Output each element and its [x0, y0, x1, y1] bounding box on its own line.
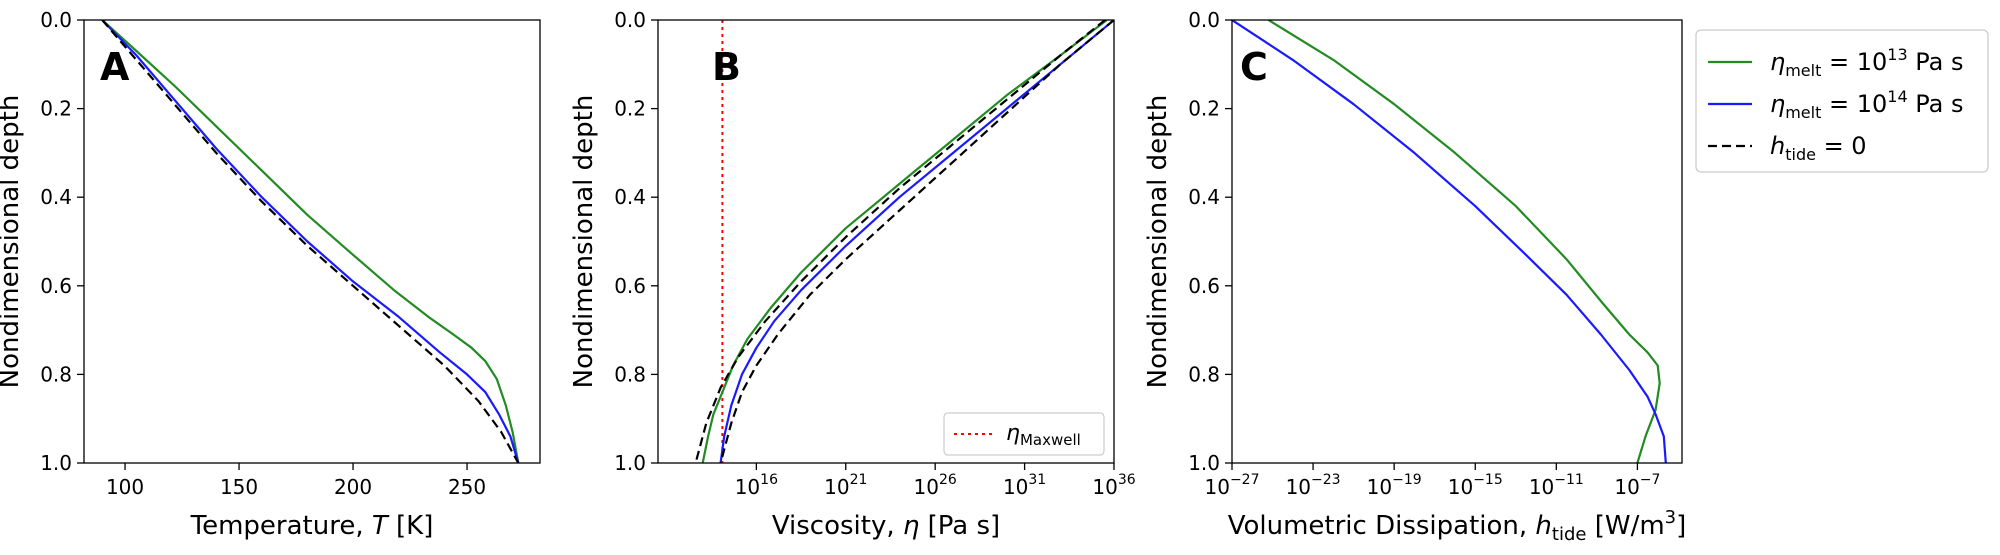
y-tick-label: 0.2	[614, 97, 646, 121]
y-tick-label: 0.4	[614, 185, 646, 209]
x-tick-label: 150	[220, 475, 258, 499]
y-tick-label: 1.0	[40, 451, 72, 475]
y-tick-label: 0.4	[40, 185, 72, 209]
panel-letter: A	[100, 45, 130, 89]
axes-frame	[657, 19, 1115, 464]
x-tick-label: 100	[106, 475, 144, 499]
inner-legend-label: ηMaxwell	[1006, 421, 1081, 449]
legend-entry-label: htide = 0	[1770, 132, 1867, 164]
y-tick-label: 0.8	[40, 362, 72, 386]
x-tick-label: 1016	[735, 472, 778, 499]
x-tick-label: 1021	[824, 472, 867, 499]
legend-entry-label: ηmelt = 1014 Pa s	[1770, 87, 1964, 122]
panel-b: 1016 1021 1026 1031 1036 0.0 0.2 0.4 0.6 0.8 1.0 Vi…	[569, 8, 1136, 541]
series-line-b-1	[719, 20, 1114, 463]
y-tick-label: 0.0	[40, 8, 72, 32]
y-tick-label: 1.0	[1188, 451, 1220, 475]
panel-letter: B	[712, 45, 741, 89]
panel-letter: C	[1240, 45, 1268, 89]
y-axis-label: Nondimensional depth	[0, 95, 25, 389]
y-tick-label: 0.6	[40, 274, 72, 298]
x-tick-label: 10−11	[1529, 472, 1584, 499]
series-line-c-1	[1232, 20, 1667, 463]
axes-frame	[1231, 19, 1683, 464]
legend-entry-label: ηmelt = 1013 Pa s	[1770, 45, 1964, 80]
series-line-a-2	[101, 20, 520, 463]
plot-area	[694, 20, 1114, 463]
y-tick-label: 0.4	[1188, 185, 1220, 209]
x-axis-label: Temperature, T [K]	[190, 511, 434, 541]
y-tick-label: 0.6	[614, 274, 646, 298]
x-axis-label: Volumetric Dissipation, htide [W/m3]	[1228, 507, 1687, 545]
series-line-b-2	[694, 20, 1106, 463]
legend-box	[1695, 29, 1989, 173]
x-tick-label: 1031	[1003, 472, 1046, 499]
inner-legend-box	[943, 412, 1105, 456]
y-tick-label: 0.8	[614, 362, 646, 386]
series-line-c-0	[1267, 20, 1661, 463]
x-tick-label: 10−27	[1205, 472, 1260, 499]
plot-area	[1232, 20, 1667, 463]
y-tick-label: 0.2	[40, 97, 72, 121]
y-tick-label: 0.2	[1188, 97, 1220, 121]
legend: ηmelt = 1013 Pa s ηmelt = 1014 Pa s htide …	[1695, 29, 1989, 173]
plot-area	[101, 20, 520, 463]
y-tick-label: 1.0	[614, 451, 646, 475]
x-tick-label: 200	[334, 475, 372, 499]
x-tick-label: 1026	[914, 472, 957, 499]
x-tick-label: 1036	[1092, 472, 1135, 499]
y-tick-label: 0.8	[1188, 362, 1220, 386]
series-line-b-3	[719, 20, 1114, 463]
x-tick-label: 10−7	[1614, 472, 1660, 499]
x-tick-label: 10−23	[1286, 472, 1341, 499]
y-axis-label: Nondimensional depth	[569, 95, 599, 389]
y-axis-label: Nondimensional depth	[1143, 95, 1173, 389]
panel-a: 100 150 200 250 0.0 0.2 0.4 0.6 0.8 1.0 Temperatur…	[0, 8, 541, 541]
series-line-b-0	[701, 20, 1108, 463]
x-tick-label: 250	[448, 475, 486, 499]
x-axis-label: Viscosity, η [Pa s]	[772, 511, 1000, 541]
panel-c: 10−27 10−23 10−19 10−15 10−11 10−7 0.0 0.2 0.4 0.…	[1143, 8, 1686, 545]
series-line-a-0	[101, 20, 520, 463]
y-tick-label: 0.6	[1188, 274, 1220, 298]
y-tick-label: 0.0	[1188, 8, 1220, 32]
y-tick-label: 0.0	[614, 8, 646, 32]
axes-frame	[83, 19, 541, 464]
x-tick-label: 10−19	[1367, 472, 1422, 499]
series-line-a-1	[101, 20, 520, 463]
x-tick-label: 10−15	[1448, 472, 1503, 499]
